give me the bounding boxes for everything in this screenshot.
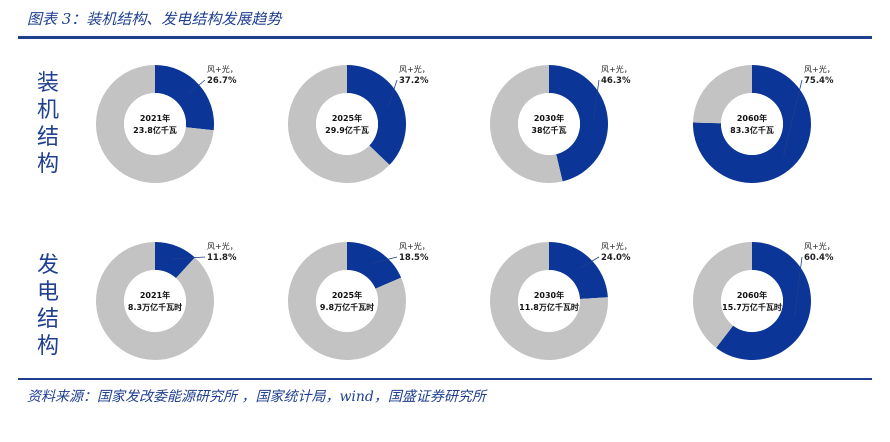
slice-value-label: 11.8% (207, 253, 237, 263)
center-total-label: 38亿千瓦 (531, 125, 566, 135)
donut-hole (316, 270, 378, 332)
slice-category-label: 风+光， (601, 241, 632, 251)
center-total-label: 8.3万亿千瓦时 (128, 302, 182, 312)
center-total-label: 29.9亿千瓦 (325, 125, 369, 135)
donut-slice-wind-solar (155, 65, 214, 131)
donut-slice-other (693, 65, 752, 124)
center-year-label: 2025年 (332, 290, 362, 300)
donut-slice-wind-solar (347, 242, 402, 289)
center-year-label: 2030年 (534, 290, 564, 300)
donut-hole (518, 93, 580, 155)
donut-slice-other (490, 242, 608, 360)
slice-value-label: 26.7% (207, 76, 237, 86)
center-year-label: 2025年 (332, 113, 362, 123)
label-leader-line (783, 79, 803, 157)
donut-slice-wind-solar (347, 65, 406, 165)
donut-slice-other (287, 242, 407, 360)
slice-category-label: 风+光， (399, 64, 430, 74)
slice-value-label: 18.5% (399, 253, 429, 263)
row-label-generation: 发电结构 (36, 253, 59, 359)
donut-slice-wind-solar (549, 242, 608, 300)
center-total-label: 23.8亿千瓦 (133, 125, 177, 135)
center-year-label: 2021年 (140, 290, 170, 300)
center-year-label: 2030年 (534, 113, 564, 123)
donut-slice-wind-solar (549, 65, 608, 182)
donut-charts: 2021年23.8亿千瓦风+光，26.7%2025年29.9亿千瓦风+光，37.… (95, 64, 835, 360)
label-leader-line (388, 79, 398, 107)
donut-hole (721, 270, 783, 332)
slice-category-label: 风+光， (804, 241, 835, 251)
slice-category-label: 风+光， (804, 64, 835, 74)
label-leader-line (593, 79, 600, 119)
source-divider (18, 378, 872, 380)
source-note: 资料来源：国家发改委能源研究所 ，国家统计局，wind，国盛证券研究所 (27, 389, 486, 405)
center-total-label: 11.8万亿千瓦时 (519, 302, 579, 312)
slice-value-label: 37.2% (399, 76, 429, 86)
donut-hole (124, 270, 186, 332)
slice-category-label: 风+光， (601, 64, 632, 74)
label-leader-line (579, 256, 600, 269)
row-label-capacity: 装机结构 (36, 71, 59, 177)
center-year-label: 2060年 (737, 290, 767, 300)
slice-value-label: 24.0% (601, 253, 631, 263)
donut-hole (518, 270, 580, 332)
donut-slice-wind-solar (692, 65, 811, 184)
center-total-label: 83.3亿千瓦 (730, 125, 774, 135)
donut-slice-other (693, 242, 752, 348)
donut-slice-other (288, 65, 390, 183)
donut-hole (124, 93, 186, 155)
donut-slice-other (489, 65, 563, 183)
donut-slice-other (95, 242, 214, 360)
slice-value-label: 75.4% (804, 76, 834, 86)
donut-hole (316, 93, 378, 155)
slice-category-label: 风+光， (207, 64, 238, 74)
label-leader-line (188, 79, 206, 95)
label-leader-line (794, 256, 803, 316)
label-leader-line (371, 256, 398, 264)
donut-slice-other (95, 65, 214, 183)
center-total-label: 15.7万亿千瓦时 (722, 302, 782, 312)
center-total-label: 9.8万亿千瓦时 (320, 302, 374, 312)
label-leader-line (171, 256, 206, 260)
title-divider (18, 36, 872, 39)
donut-slice-wind-solar (155, 242, 195, 279)
slice-category-label: 风+光， (207, 241, 238, 251)
center-year-label: 2060年 (737, 113, 767, 123)
slice-category-label: 风+光， (399, 241, 430, 251)
donut-slice-wind-solar (716, 242, 812, 360)
donut-hole (721, 93, 783, 155)
center-year-label: 2021年 (140, 113, 170, 123)
figure-title: 图表 3：装机结构、发电结构发展趋势 (27, 10, 282, 28)
slice-value-label: 60.4% (804, 253, 834, 263)
slice-value-label: 46.3% (601, 76, 631, 86)
